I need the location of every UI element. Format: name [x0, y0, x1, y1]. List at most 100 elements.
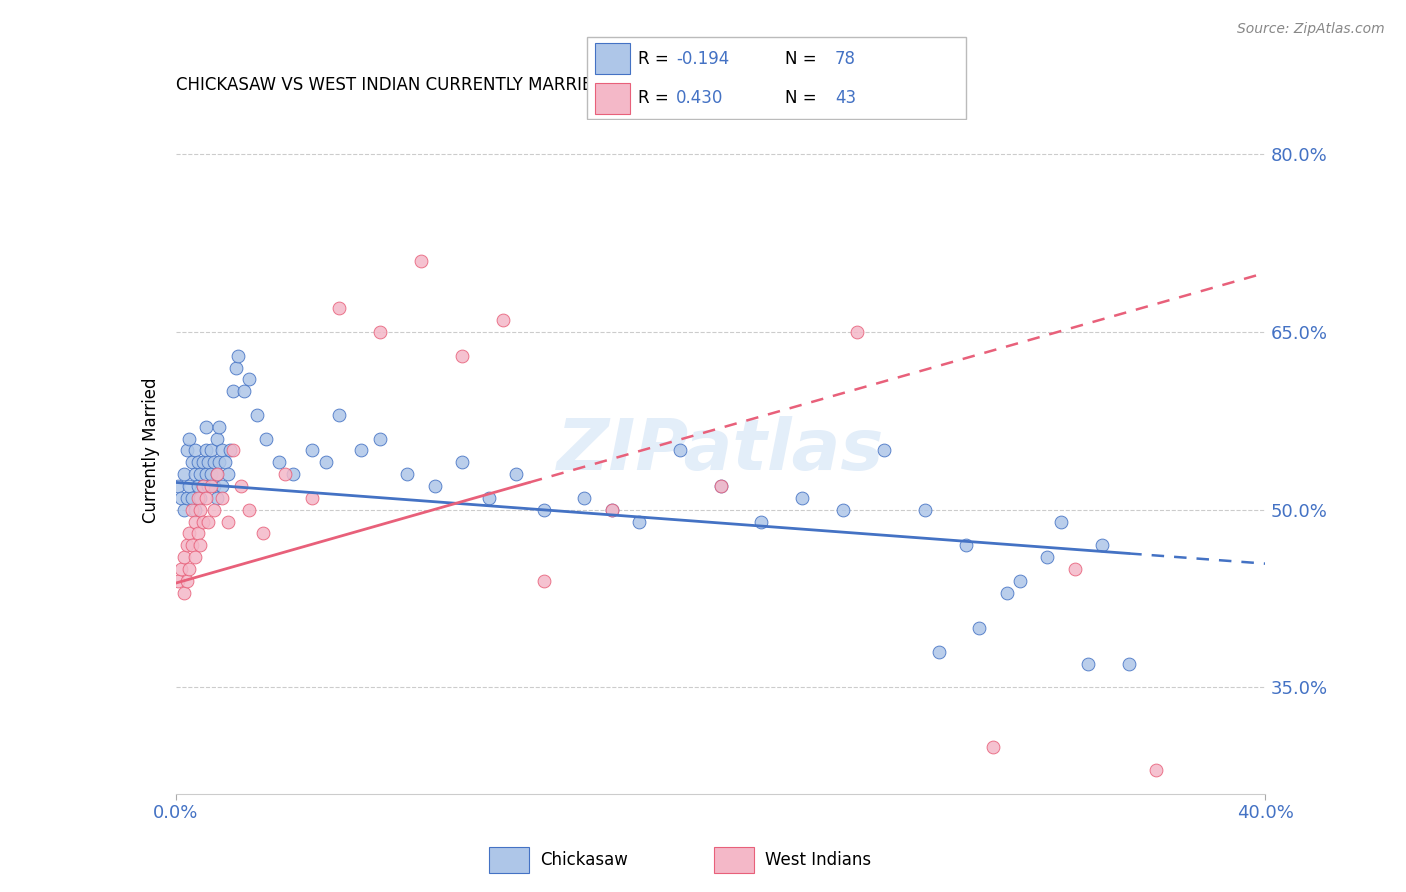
Text: Source: ZipAtlas.com: Source: ZipAtlas.com [1237, 22, 1385, 37]
Point [191, 479, 214, 493]
Point [301, 491, 323, 505]
Point [252, 526, 274, 541]
Text: 43: 43 [835, 89, 856, 107]
Point [301, 443, 323, 458]
Point [1091, 538, 1114, 552]
Text: N =: N = [785, 50, 821, 68]
Point [186, 491, 209, 505]
Point [167, 479, 190, 493]
Point [710, 479, 733, 493]
Point [202, 479, 225, 493]
Point [179, 562, 201, 576]
Point [1050, 515, 1073, 529]
Point [328, 408, 350, 422]
Point [194, 467, 217, 482]
Point [928, 645, 950, 659]
Point [197, 479, 219, 493]
Point [627, 515, 650, 529]
FancyBboxPatch shape [714, 847, 754, 873]
Point [173, 467, 195, 482]
Text: ZIPatlas: ZIPatlas [557, 416, 884, 485]
Point [396, 467, 419, 482]
Point [170, 491, 193, 505]
Point [269, 455, 291, 469]
Point [492, 313, 515, 327]
Point [238, 502, 260, 516]
Point [217, 515, 239, 529]
Point [205, 432, 228, 446]
Text: Chickasaw: Chickasaw [540, 851, 627, 869]
Point [191, 479, 214, 493]
Point [181, 538, 204, 552]
Point [281, 467, 304, 482]
Text: 0.430: 0.430 [676, 89, 724, 107]
Point [219, 443, 242, 458]
Point [274, 467, 297, 482]
Point [186, 455, 209, 469]
Point [832, 502, 855, 516]
Point [409, 254, 432, 268]
Point [450, 349, 472, 363]
Point [350, 443, 373, 458]
Point [191, 515, 214, 529]
Point [202, 455, 225, 469]
Point [600, 502, 623, 516]
Point [179, 432, 201, 446]
Y-axis label: Currently Married: Currently Married [142, 377, 160, 524]
Point [368, 325, 391, 339]
Point [1063, 562, 1085, 576]
Point [211, 443, 233, 458]
Point [254, 432, 277, 446]
Point [194, 419, 217, 434]
Point [188, 491, 211, 505]
Point [423, 479, 446, 493]
Point [955, 538, 977, 552]
Point [184, 443, 207, 458]
Point [194, 443, 217, 458]
Text: West Indians: West Indians [765, 851, 870, 869]
Text: R =: R = [638, 50, 673, 68]
Point [328, 301, 350, 316]
Point [202, 502, 225, 516]
Point [191, 455, 214, 469]
Point [668, 443, 690, 458]
Point [246, 408, 269, 422]
Point [173, 502, 195, 516]
Point [574, 491, 596, 505]
Point [194, 491, 217, 505]
Point [181, 455, 204, 469]
Point [186, 479, 209, 493]
Point [181, 491, 204, 505]
Point [222, 443, 245, 458]
Point [533, 574, 555, 588]
FancyBboxPatch shape [489, 847, 529, 873]
Point [184, 515, 207, 529]
Point [995, 585, 1018, 599]
Point [184, 502, 207, 516]
Point [176, 491, 198, 505]
Point [173, 585, 195, 599]
Point [176, 538, 198, 552]
Text: N =: N = [785, 89, 821, 107]
Text: 78: 78 [835, 50, 856, 68]
Point [710, 479, 733, 493]
Point [176, 443, 198, 458]
Point [368, 432, 391, 446]
Point [179, 526, 201, 541]
Point [176, 574, 198, 588]
Point [184, 467, 207, 482]
Point [188, 502, 211, 516]
Point [914, 502, 936, 516]
Point [200, 467, 222, 482]
Point [214, 455, 236, 469]
Point [231, 479, 253, 493]
Point [1118, 657, 1140, 671]
Point [1077, 657, 1099, 671]
Point [188, 467, 211, 482]
Point [478, 491, 501, 505]
Point [981, 739, 1004, 754]
Point [200, 479, 222, 493]
Text: -0.194: -0.194 [676, 50, 730, 68]
Point [197, 455, 219, 469]
Point [184, 549, 207, 564]
